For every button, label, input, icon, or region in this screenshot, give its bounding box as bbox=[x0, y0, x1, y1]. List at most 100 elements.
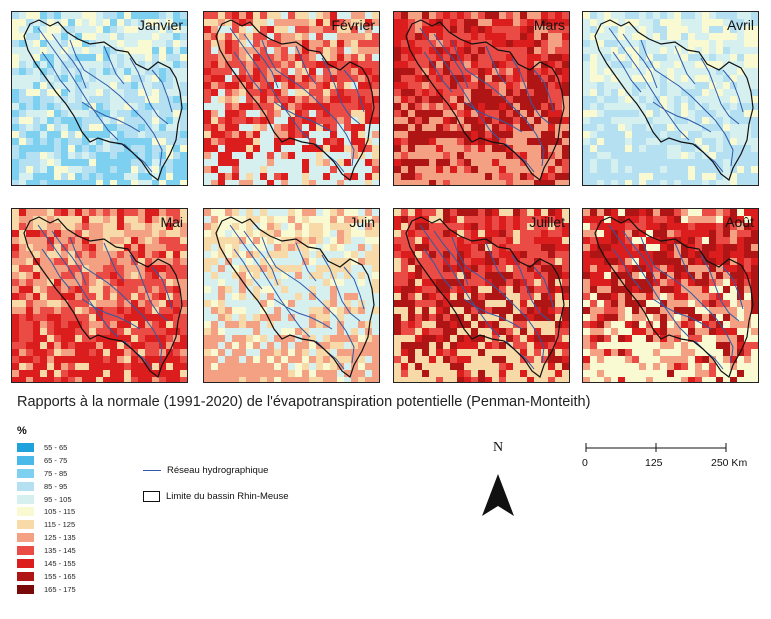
legend-label: 115 - 125 bbox=[44, 520, 76, 530]
map-janvier bbox=[12, 12, 187, 185]
scale-bar: 0 125 250 Km bbox=[576, 440, 766, 480]
legend-label: 155 - 165 bbox=[44, 571, 76, 581]
river-line bbox=[69, 39, 163, 167]
river-line bbox=[81, 101, 141, 133]
river-line bbox=[37, 27, 119, 141]
legend-swatch bbox=[17, 468, 34, 478]
river-line bbox=[229, 27, 311, 141]
map-panel-juillet: Juillet bbox=[393, 208, 570, 383]
river-line bbox=[423, 51, 453, 93]
river-line bbox=[674, 45, 696, 85]
basin-legend-item: Limite du bassin Rhin-Meuse bbox=[143, 488, 289, 504]
river-line bbox=[233, 51, 263, 93]
river-line bbox=[41, 51, 71, 93]
scale-bar-line bbox=[585, 443, 727, 452]
river-line bbox=[103, 242, 125, 282]
basin-outline bbox=[594, 19, 754, 181]
map-aout bbox=[583, 209, 758, 382]
legend-swatch bbox=[17, 507, 34, 517]
river-line bbox=[612, 248, 642, 290]
basin-outline bbox=[23, 19, 183, 181]
legend-class: 155 - 165 bbox=[17, 570, 76, 583]
river-line bbox=[51, 230, 87, 286]
map-panel-mars: Mars bbox=[393, 11, 570, 186]
river-line bbox=[321, 254, 361, 322]
legend-label: 145 - 155 bbox=[44, 558, 76, 568]
river-line bbox=[533, 266, 555, 310]
legend-swatch bbox=[17, 520, 34, 530]
river-line bbox=[433, 230, 469, 286]
river-line bbox=[511, 254, 551, 322]
river-line bbox=[652, 101, 712, 133]
scale-label-0: 0 bbox=[582, 457, 588, 469]
month-label: Janvier bbox=[137, 17, 183, 33]
river-line bbox=[295, 45, 317, 85]
basin-outline bbox=[405, 216, 565, 378]
map-fevrier bbox=[204, 12, 379, 185]
river-line bbox=[273, 298, 333, 330]
map-panel-janvier: Janvier bbox=[11, 11, 188, 186]
river-line bbox=[261, 236, 355, 364]
legend-swatch bbox=[17, 533, 34, 543]
river-line bbox=[321, 57, 361, 125]
map-panel-aout: Août bbox=[582, 208, 759, 383]
river-line bbox=[608, 224, 690, 338]
map-panel-juin: Juin bbox=[203, 208, 380, 383]
month-label: Février bbox=[331, 17, 375, 33]
legend-class: 135 - 145 bbox=[17, 544, 76, 557]
basin-outline bbox=[594, 216, 754, 378]
river-line bbox=[622, 33, 658, 89]
legend-label: 55 - 65 bbox=[44, 442, 68, 452]
month-label: Juillet bbox=[529, 214, 565, 230]
color-legend: % 55 - 65 65 - 75 75 - 85 85 - 95 95 - 105 10… bbox=[17, 425, 76, 596]
legend-class: 85 - 95 bbox=[17, 480, 76, 493]
basin-outline bbox=[215, 216, 375, 378]
legend-classes: 55 - 65 65 - 75 75 - 85 85 - 95 95 - 105 105 … bbox=[17, 441, 76, 596]
legend-label: 165 - 175 bbox=[44, 584, 76, 594]
river-line bbox=[722, 69, 744, 113]
river-line bbox=[295, 242, 317, 282]
river-line bbox=[463, 298, 523, 330]
legend-label: 85 - 95 bbox=[44, 481, 68, 491]
river-line bbox=[243, 230, 279, 286]
legend-label: 135 - 145 bbox=[44, 546, 76, 556]
legend-label: 125 - 135 bbox=[44, 533, 76, 543]
river-line bbox=[419, 27, 501, 141]
scale-label-250: 250 Km bbox=[711, 457, 748, 469]
month-label: Avril bbox=[727, 17, 754, 33]
north-label: N bbox=[492, 440, 504, 455]
river-line bbox=[81, 298, 141, 330]
river-line bbox=[722, 266, 744, 310]
legend-class: 65 - 75 bbox=[17, 454, 76, 467]
river-line bbox=[674, 242, 696, 282]
north-arrow: N bbox=[478, 440, 518, 520]
river-line bbox=[533, 69, 555, 113]
river-line bbox=[451, 39, 545, 167]
legend-swatch bbox=[17, 442, 34, 452]
legend-class: 125 - 135 bbox=[17, 531, 76, 544]
map-mars bbox=[394, 12, 569, 185]
river-line bbox=[273, 101, 333, 133]
river-line bbox=[463, 101, 523, 133]
river-line bbox=[151, 266, 173, 310]
legend-class: 115 - 125 bbox=[17, 518, 76, 531]
legend-label: 105 - 115 bbox=[44, 507, 76, 517]
map-panel-mai: Mai bbox=[11, 208, 188, 383]
legend-class: 145 - 155 bbox=[17, 557, 76, 570]
river-legend-label: Réseau hydrographique bbox=[167, 464, 269, 476]
river-line bbox=[622, 230, 658, 286]
river-line bbox=[700, 254, 740, 322]
monthly-maps: Janvier Février Mars Avril Mai Juin Juil… bbox=[11, 11, 759, 383]
figure-caption: Rapports à la normale (1991-2020) de l'é… bbox=[17, 394, 591, 410]
legend-swatch bbox=[17, 558, 34, 568]
river-line bbox=[485, 242, 507, 282]
legend-swatch bbox=[17, 494, 34, 504]
legend-swatch bbox=[17, 584, 34, 594]
month-label: Mars bbox=[533, 17, 565, 33]
river-line bbox=[233, 248, 263, 290]
river-line bbox=[69, 236, 163, 364]
map-mai bbox=[12, 209, 187, 382]
scale-label-125: 125 bbox=[645, 457, 663, 469]
basin-outline bbox=[215, 19, 375, 181]
month-label: Juin bbox=[349, 214, 375, 230]
